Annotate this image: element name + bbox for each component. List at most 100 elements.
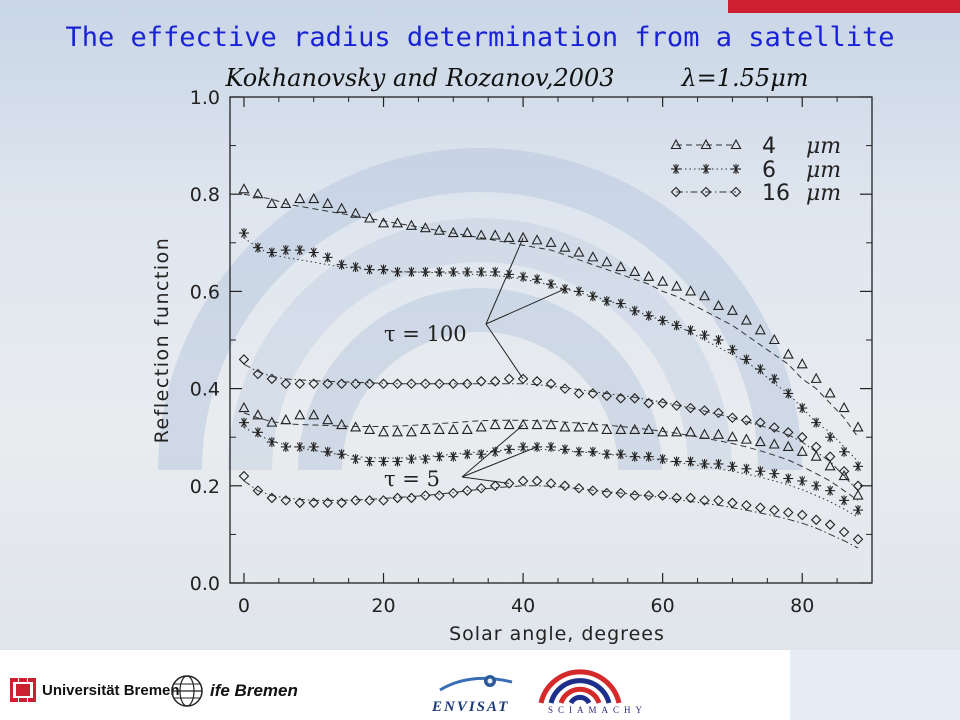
- diamond-marker: [322, 378, 333, 390]
- star-marker: [783, 473, 794, 484]
- decor-arc: [158, 148, 802, 471]
- star-marker: [629, 451, 640, 462]
- triangle-marker: [475, 229, 487, 240]
- triangle-marker: [308, 192, 320, 204]
- legend-unit: μm: [806, 181, 841, 206]
- triangle-marker: [685, 426, 697, 437]
- star-marker: [713, 458, 724, 469]
- triangle-marker: [503, 418, 515, 430]
- y-tick-label: 0.2: [190, 476, 220, 498]
- star-marker: [769, 468, 780, 479]
- triangle-marker: [433, 423, 445, 434]
- institute-name: ife Bremen: [210, 681, 298, 700]
- triangle-marker: [266, 197, 278, 208]
- triangle-marker: [712, 428, 725, 439]
- diamond-marker: [266, 373, 278, 385]
- annotation-leader: [461, 446, 538, 478]
- star-marker: [392, 456, 403, 467]
- diamond-marker: [671, 492, 682, 504]
- triangle-marker: [838, 401, 850, 413]
- diamond-marker: [741, 499, 752, 511]
- triangle-marker: [824, 387, 836, 398]
- star-marker: [448, 266, 459, 277]
- diamond-marker: [280, 495, 292, 506]
- triangle-marker: [405, 219, 417, 230]
- diamond-marker: [713, 407, 724, 419]
- star-marker: [266, 437, 277, 448]
- triangle-marker: [824, 460, 836, 471]
- triangle-marker: [629, 423, 641, 434]
- diamond-marker: [782, 427, 794, 438]
- envisat-label: ENVISAT: [432, 699, 510, 715]
- diamond-marker: [322, 497, 333, 509]
- globe-icon: [171, 675, 203, 707]
- triangle-marker: [350, 207, 362, 218]
- star-marker: [364, 456, 375, 467]
- triangle-marker: [685, 285, 697, 296]
- star-marker: [252, 242, 263, 253]
- annotation-leader: [485, 288, 566, 325]
- legend-size: 6: [762, 158, 776, 183]
- triangle-marker: [489, 418, 501, 430]
- diamond-marker: [392, 492, 403, 504]
- star-marker: [601, 296, 612, 307]
- triangle-marker: [852, 489, 864, 500]
- triangle-marker: [517, 231, 529, 242]
- triangle-marker: [671, 426, 683, 437]
- triangle-marker: [350, 421, 362, 432]
- annotation-leader: [485, 323, 524, 380]
- triangle-marker: [336, 202, 348, 213]
- triangle-marker: [629, 265, 641, 277]
- triangle-marker: [657, 275, 669, 286]
- star-marker: [741, 463, 752, 474]
- triangle-marker: [782, 348, 794, 359]
- star-marker: [476, 266, 487, 277]
- diamond-marker: [699, 495, 710, 506]
- triangle-marker: [740, 314, 752, 325]
- university-name: Universität Bremen: [42, 681, 180, 699]
- diamond-marker: [420, 378, 431, 390]
- university-logo: Universität Bremen: [10, 678, 180, 702]
- triangle-marker: [475, 421, 487, 432]
- star-marker: [573, 286, 584, 297]
- triangle-marker: [768, 333, 780, 345]
- triangle-marker: [391, 217, 404, 228]
- star-marker: [546, 441, 556, 452]
- star-marker: [671, 164, 681, 174]
- star-marker: [378, 264, 389, 275]
- star-marker: [434, 451, 445, 462]
- star-marker: [294, 245, 305, 256]
- triangle-marker: [852, 421, 864, 432]
- star-marker: [825, 485, 836, 496]
- diamond-marker: [503, 373, 515, 385]
- diamond-marker: [727, 497, 738, 509]
- star-marker: [839, 495, 850, 506]
- triangle-marker: [615, 423, 627, 434]
- star-marker: [657, 315, 668, 326]
- diamond-marker: [266, 492, 278, 504]
- legend-entry-diamond: 16 μm: [670, 181, 841, 206]
- star-marker: [476, 449, 487, 460]
- star-marker: [853, 505, 864, 516]
- legend-entry-star: 6 μm: [671, 158, 841, 183]
- star-marker: [350, 262, 361, 273]
- diamond-marker: [699, 405, 710, 416]
- triangle-marker: [559, 421, 571, 432]
- star-marker: [308, 247, 319, 258]
- diamond-marker: [713, 495, 724, 506]
- annotation-leader: [461, 476, 510, 484]
- star-marker: [504, 444, 515, 455]
- annotation-tau-5: τ = 5: [384, 467, 440, 491]
- star-marker: [587, 291, 598, 302]
- triangle-marker: [726, 304, 738, 315]
- diamond-marker: [559, 480, 571, 492]
- diamond-marker: [769, 504, 780, 516]
- university-mark-icon: [10, 678, 36, 702]
- triangle-marker: [294, 409, 306, 420]
- star-marker: [518, 441, 529, 452]
- diamond-marker: [308, 497, 320, 509]
- y-axis-label: Reflection function: [151, 237, 173, 444]
- diamond-marker: [294, 497, 306, 509]
- star-marker: [797, 403, 808, 414]
- star-marker: [280, 441, 291, 452]
